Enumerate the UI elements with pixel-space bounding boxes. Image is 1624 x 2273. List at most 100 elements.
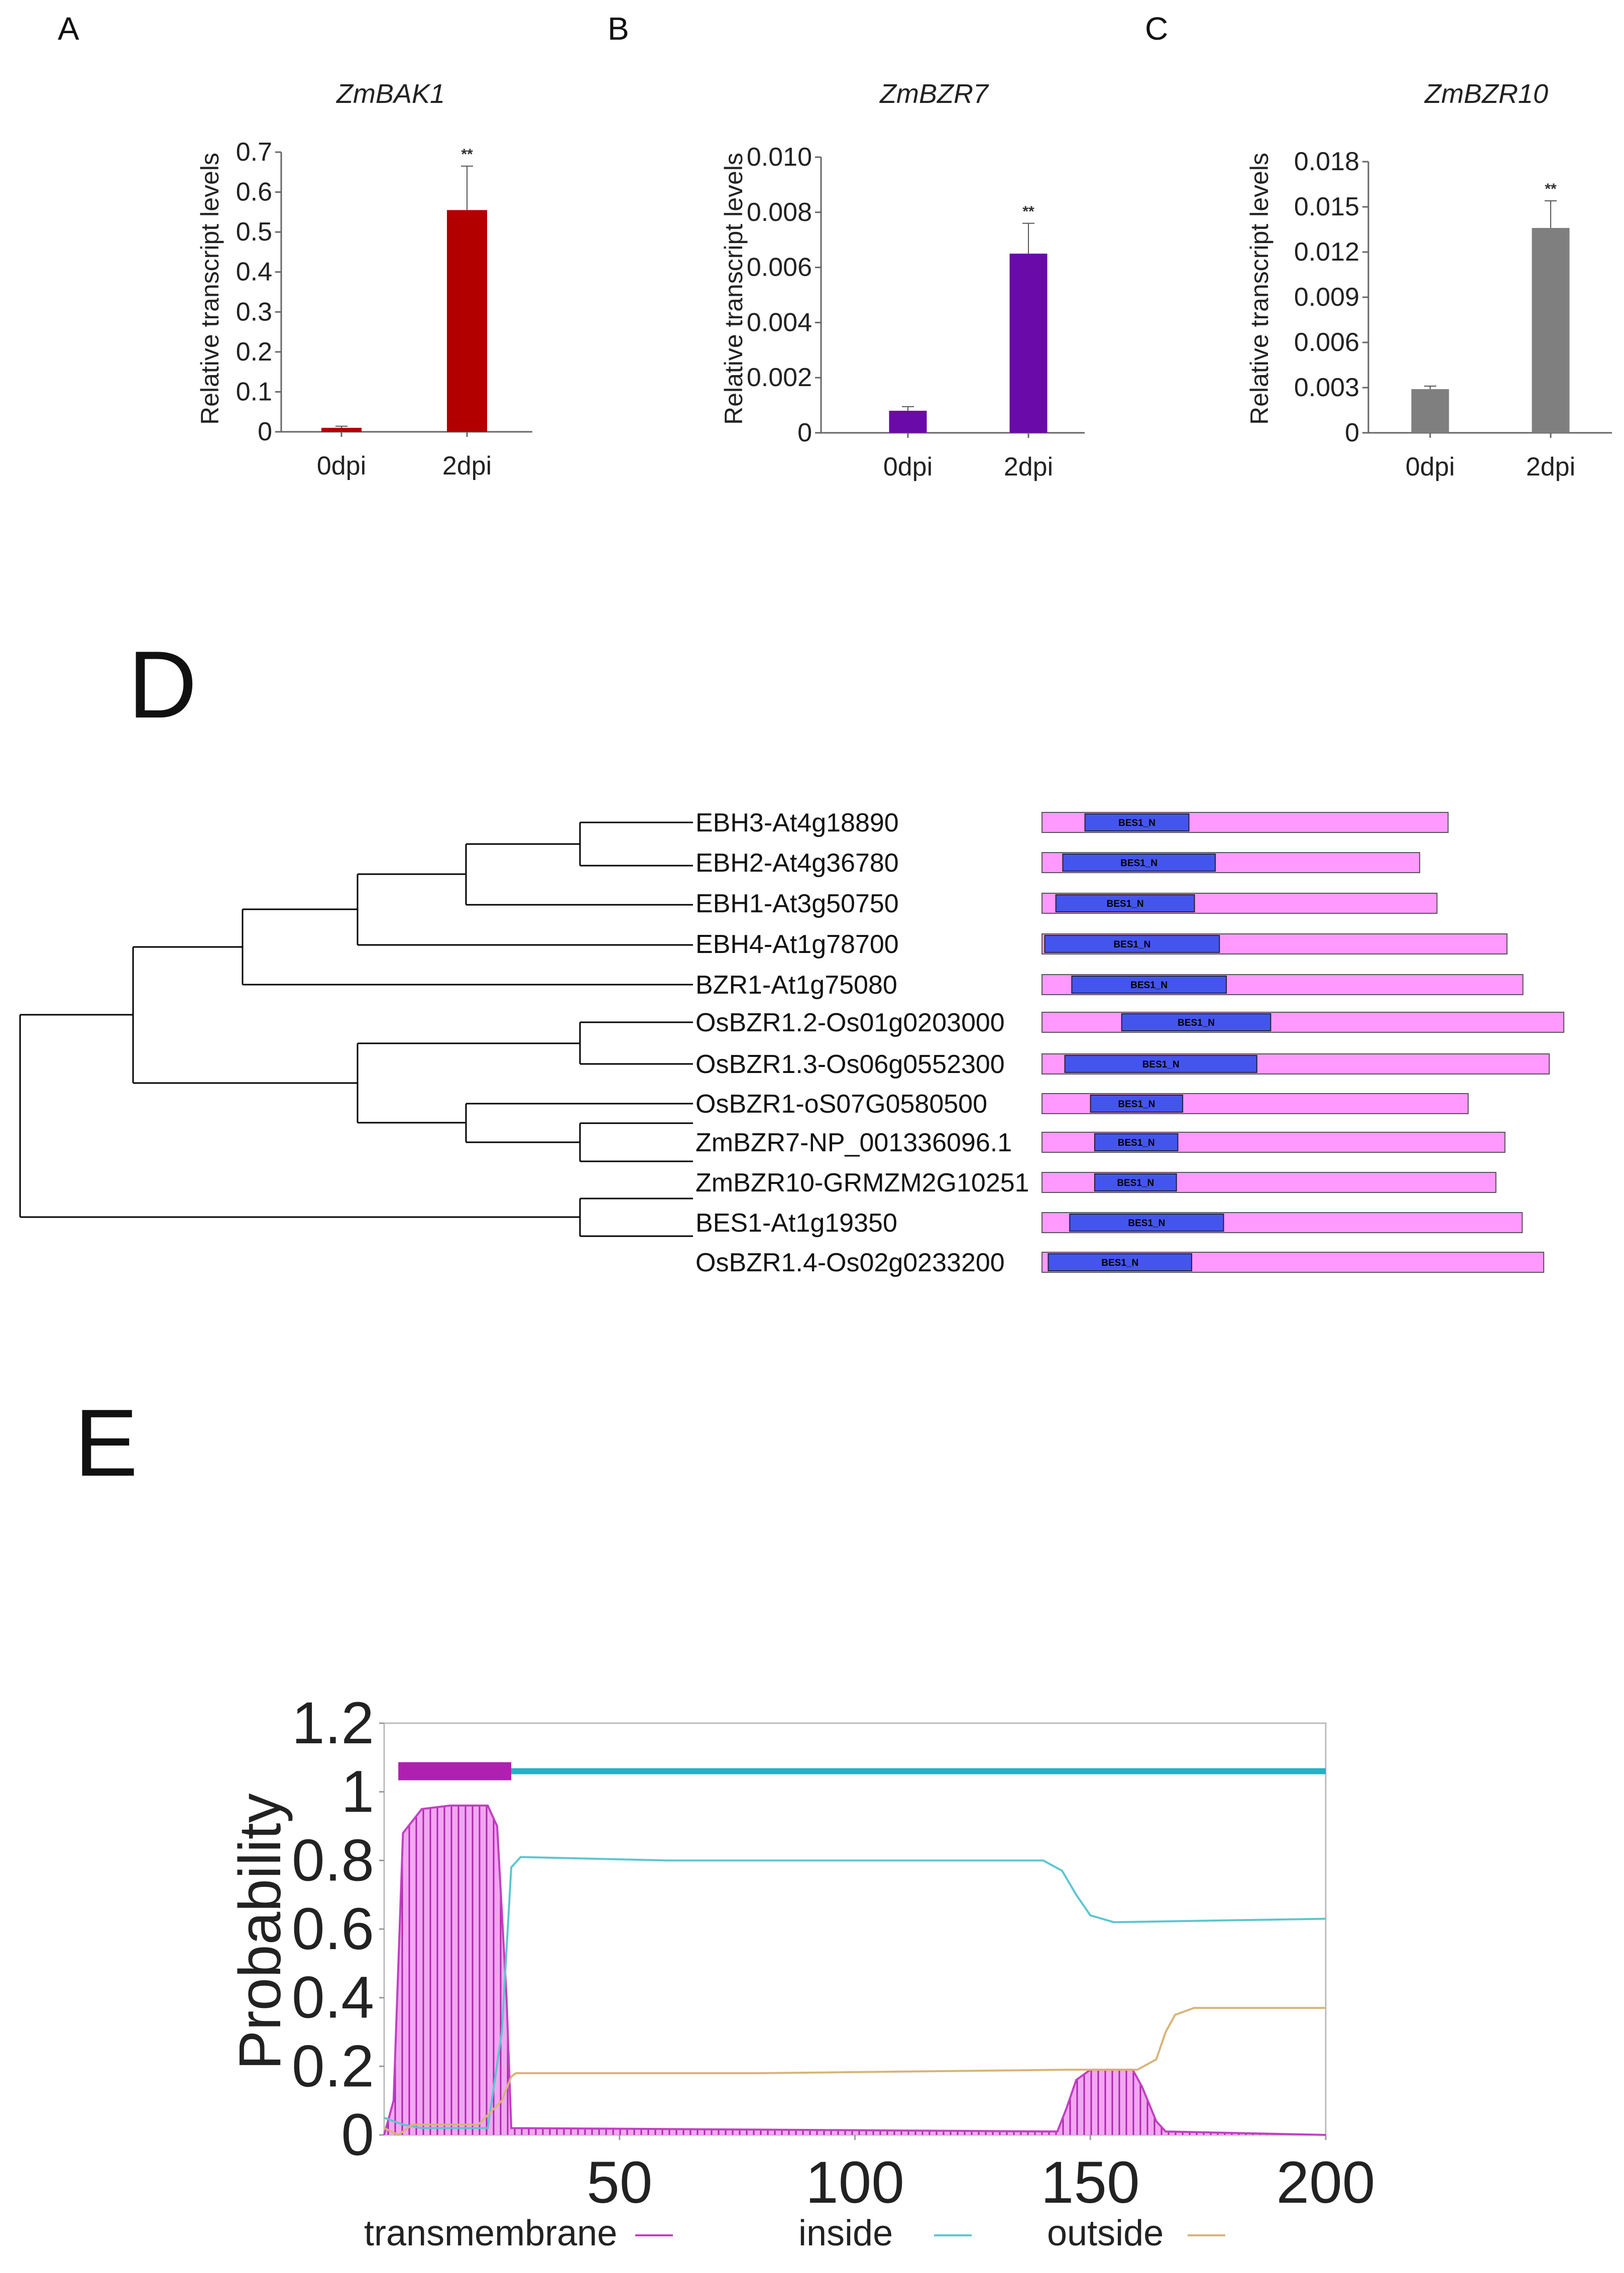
tree-leaf-label: EBH1-At3g50750 — [695, 889, 899, 918]
y-axis-title: Relative transcript levels — [196, 153, 224, 425]
domain-label: BES1_N — [1117, 1178, 1154, 1188]
x-tick-label: 2dpi — [1526, 452, 1575, 482]
significance-marker: ** — [1022, 203, 1034, 220]
bar-chart-zmbak1: ZmBAK1 Relative transcript levels 0 0.1 0.… — [196, 79, 532, 481]
domain-label: BES1_N — [1101, 1258, 1138, 1268]
bes1-n-domain — [1071, 976, 1227, 994]
transmembrane-probability-plot: Probability 00.20.40.60.811.2 50 100 150 200… — [227, 1690, 1375, 2253]
legend-label: transmembrane — [364, 2213, 617, 2253]
chart-title: ZmBAK1 — [335, 79, 445, 109]
x-tick-label: 0dpi — [883, 452, 933, 482]
domain-label: BES1_N — [1113, 939, 1150, 950]
y-tick-label: 1 — [341, 1759, 374, 1825]
protein-architecture: BES1_N — [1041, 893, 1438, 914]
tree-branch — [357, 1042, 580, 1124]
tree-leaf-label: ZmBZR7-NP_001336096.1 — [695, 1128, 1012, 1157]
domain-label: BES1_N — [1118, 1099, 1155, 1110]
y-tick-label: 0.1 — [236, 377, 272, 406]
y-tick-label: 0 — [341, 2102, 374, 2168]
panel-label-b: B — [608, 11, 629, 47]
y-tick-label: 0 — [797, 418, 812, 447]
bes1-n-domain — [1094, 1133, 1179, 1151]
bes1-n-domain — [1044, 935, 1220, 953]
tree-leaf-label: OsBZR1.4-Os02g0233200 — [695, 1248, 1005, 1277]
panel-label-e: E — [74, 1390, 138, 1496]
topology-transmembrane-segment — [398, 1762, 512, 1780]
y-tick-label: 0.006 — [1294, 328, 1359, 357]
bes1-n-domain — [1055, 894, 1195, 912]
bes1-n-domain — [1069, 1214, 1224, 1232]
tree-branch — [242, 908, 693, 986]
y-tick-label: 0.2 — [236, 337, 272, 367]
protein-architecture: BES1_N — [1041, 1252, 1545, 1273]
y-tick-label: 0.015 — [1294, 192, 1359, 221]
bes1-n-domain — [1062, 854, 1216, 872]
y-axis-title: Relative transcript levels — [720, 153, 748, 425]
y-tick-label: 0.4 — [236, 258, 272, 287]
tree-leaf-label: EBH4-At1g78700 — [695, 930, 899, 959]
y-tick-label: 0.012 — [1294, 237, 1359, 267]
y-tick-label: 0.2 — [292, 2033, 374, 2099]
y-tick-label: 0.7 — [236, 138, 272, 167]
domain-label: BES1_N — [1118, 818, 1155, 828]
bes1-n-domain — [1121, 1013, 1271, 1031]
y-axis-title: Probability — [227, 1793, 293, 2070]
chart-title: ZmBZR10 — [1424, 79, 1548, 109]
tree-branches — [19, 821, 693, 1237]
panel-label-a: A — [58, 11, 79, 47]
tree-branch — [579, 1198, 693, 1237]
bar-chart-zmbzr7: ZmBZR7 Relative transcript levels 0 0.002… — [720, 79, 1085, 482]
y-tick-label: 0.003 — [1294, 373, 1359, 402]
y-tick-label: 0.010 — [747, 143, 812, 172]
protein-architecture: BES1_N — [1041, 1093, 1469, 1114]
protein-architecture: BES1_N — [1041, 812, 1449, 833]
protein-architecture: BES1_N — [1041, 1172, 1496, 1193]
y-tick-label: 0.004 — [747, 308, 812, 337]
transmembrane-line — [383, 1805, 1326, 2136]
panel-label-c: C — [1145, 11, 1169, 47]
domain-label: BES1_N — [1142, 1059, 1180, 1070]
protein-architecture: BES1_N — [1041, 933, 1507, 954]
bar-chart-zmbzr10: ZmBZR10 Relative transcript levels 0 0.00… — [1245, 79, 1612, 482]
tree-branch — [132, 946, 358, 1084]
y-tick-label: 0.5 — [236, 217, 272, 247]
chart-title: ZmBZR7 — [879, 79, 989, 109]
y-tick-label: 0.002 — [747, 363, 812, 392]
y-axis-title: Relative transcript levels — [1245, 153, 1273, 425]
y-tick-label: 1.2 — [292, 1690, 374, 1756]
legend-label: inside — [798, 2213, 893, 2253]
tree-leaf-label: BZR1-At1g75080 — [695, 971, 897, 1000]
y-tick-label: 0.008 — [747, 198, 812, 227]
tree-branch — [579, 821, 693, 867]
bar-2dpi — [1009, 254, 1048, 433]
protein-architecture: BES1_N — [1041, 1012, 1565, 1033]
x-tick-label: 0dpi — [1406, 452, 1455, 482]
y-tick-label: 0.3 — [236, 297, 272, 326]
domain-label: BES1_N — [1178, 1018, 1215, 1028]
protein-architecture: BES1_N — [1041, 1132, 1505, 1153]
x-tick-label: 200 — [1277, 2149, 1375, 2216]
tree-leaf-label: OsBZR1.3-Os06g0552300 — [695, 1050, 1005, 1079]
tree-branch — [19, 1014, 580, 1218]
bar-2dpi — [1532, 228, 1570, 433]
x-tick-label: 2dpi — [1004, 452, 1053, 482]
bar-0dpi — [889, 411, 927, 433]
tree-leaf-label: EBH3-At4g18890 — [695, 808, 899, 838]
tree-leaf-label: ZmBZR10-GRMZM2G10251 — [695, 1168, 1029, 1198]
x-tick-label: 0dpi — [317, 451, 366, 481]
bes1-n-domain — [1090, 1095, 1184, 1113]
bes1-n-domain — [1094, 1173, 1177, 1191]
y-tick-label: 0 — [1345, 418, 1359, 447]
protein-architecture: BES1_N — [1041, 1053, 1550, 1074]
transmembrane-area — [384, 1806, 1326, 2135]
y-tick-label: 0.009 — [1294, 283, 1359, 312]
inside-line — [384, 1856, 1326, 2129]
domain-label: BES1_N — [1118, 1138, 1155, 1148]
protein-bar — [1041, 1012, 1565, 1033]
tree-leaf-label: EBH2-At4g36780 — [695, 849, 899, 878]
legend-label: outside — [1047, 2213, 1164, 2253]
protein-architecture: BES1_N — [1041, 974, 1524, 995]
y-tick-label: 0.4 — [292, 1965, 374, 2031]
x-tick-label: 50 — [587, 2149, 652, 2216]
x-tick-label: 2dpi — [442, 451, 492, 481]
